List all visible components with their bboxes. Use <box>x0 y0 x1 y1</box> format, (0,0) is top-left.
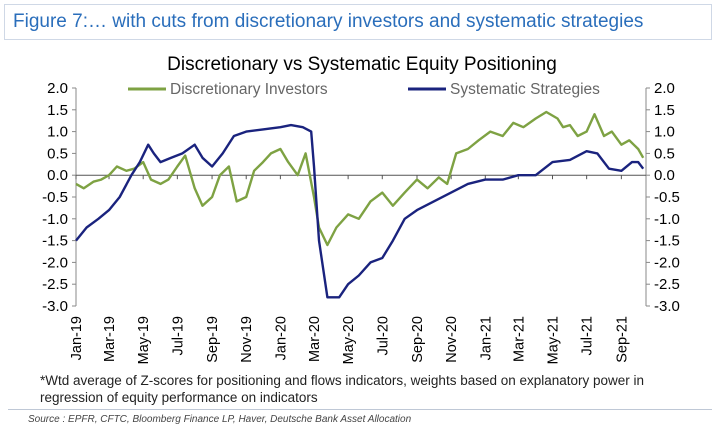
x-tick-label: Jan-19 <box>69 316 85 360</box>
x-tick-label: Nov-20 <box>444 316 460 363</box>
y-tick-label-right: -2.0 <box>654 254 680 271</box>
y-tick-label-right: -3.0 <box>654 298 680 315</box>
discretionary-investors-line <box>75 110 645 247</box>
y-tick-label-left: -1.5 <box>42 233 68 250</box>
x-tick-label: Jul-20 <box>375 316 391 356</box>
y-tick-label-left: 0.5 <box>47 145 68 162</box>
legend-label-0: Discretionary Investors <box>170 81 328 98</box>
y-tick-label-right: -2.5 <box>654 276 680 293</box>
y-tick-label-right: 1.5 <box>654 102 675 119</box>
y-tick-label-left: 0.0 <box>47 167 68 184</box>
y-tick-label-left: -1.0 <box>42 211 68 228</box>
legend-label-1: Systematic Strategies <box>450 81 600 98</box>
axes: 2.0 2.0 1.5 1.5 1.0 1.0 0.5 0.5 0.0 0.0 -0.5 -0.5 -1… <box>42 80 680 364</box>
y-tick-label-right: -1.0 <box>654 211 680 228</box>
x-tick-label: May-19 <box>136 316 152 364</box>
systematic-strategies-line <box>75 123 645 299</box>
y-tick-label-left: -2.0 <box>42 254 68 271</box>
source-note: Source : EPFR, CFTC, Bloomberg Finance L… <box>28 414 412 425</box>
y-tick-label-right: 0.0 <box>654 167 675 184</box>
y-tick-label-left: 1.5 <box>47 102 68 119</box>
y-tick-label-right: 2.0 <box>654 80 675 97</box>
positioning-chart: Discretionary vs Systematic Equity Posit… <box>42 54 680 364</box>
legend: Discretionary Investors Systematic Strate… <box>128 81 600 98</box>
x-tick-label: May-21 <box>545 316 561 364</box>
series-layer <box>75 110 645 299</box>
footnote: *Wtd average of Z-scores for positioning… <box>40 373 645 405</box>
chart-title: Discretionary vs Systematic Equity Posit… <box>167 54 557 75</box>
x-tick-label: Mar-21 <box>511 316 527 362</box>
figure-title: Figure 7:… with cuts from discretionary … <box>13 11 644 32</box>
x-tick-label: Mar-19 <box>102 316 118 362</box>
source-divider <box>8 409 712 410</box>
y-tick-label-left: 1.0 <box>47 124 68 141</box>
x-tick-label: Jul-21 <box>580 316 596 356</box>
y-tick-label-right: -0.5 <box>654 189 680 206</box>
y-tick-label-left: -2.5 <box>42 276 68 293</box>
x-tick-label: May-20 <box>341 316 357 364</box>
y-tick-label-right: -1.5 <box>654 233 680 250</box>
y-tick-label-right: 1.0 <box>654 124 675 141</box>
x-tick-label: Jan-21 <box>478 316 494 360</box>
y-tick-label-left: 2.0 <box>47 80 68 97</box>
y-tick-label-left: -0.5 <box>42 189 68 206</box>
x-tick-label: Sep-19 <box>205 316 221 363</box>
figure-header: Figure 7:… with cuts from discretionary … <box>4 4 712 40</box>
x-tick-label: Jul-19 <box>170 316 186 356</box>
x-tick-label: Sep-21 <box>614 316 630 363</box>
y-tick-label-right: 0.5 <box>654 145 675 162</box>
x-tick-label: Jan-20 <box>273 316 289 360</box>
x-tick-label: Mar-20 <box>307 316 323 362</box>
y-tick-label-left: -3.0 <box>42 298 68 315</box>
x-tick-label: Nov-19 <box>239 316 255 363</box>
x-tick-label: Sep-20 <box>410 316 426 363</box>
